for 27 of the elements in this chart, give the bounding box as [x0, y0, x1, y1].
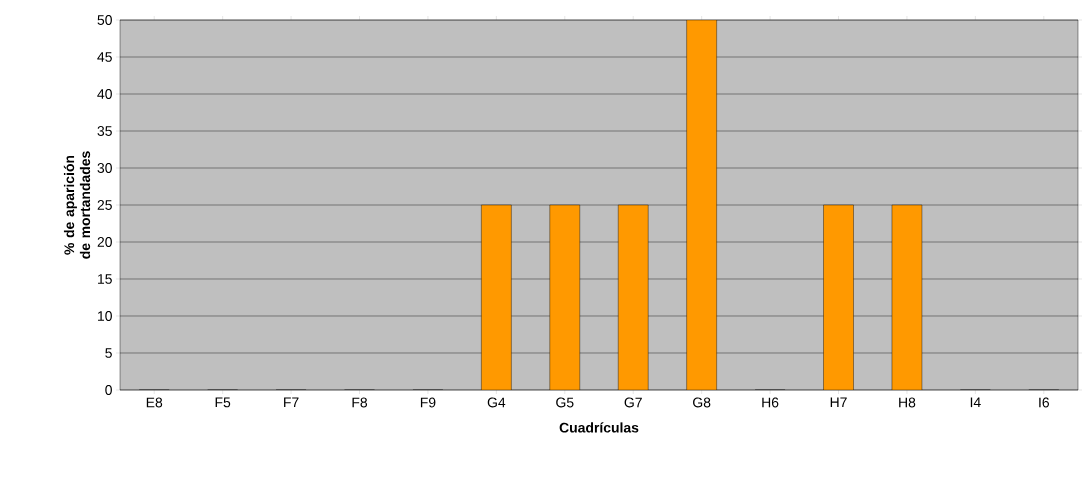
x-tick-label: E8 [146, 397, 163, 408]
x-tick-label: H6 [762, 397, 779, 408]
x-tick-label: F9 [420, 397, 436, 408]
x-tick-label: F5 [215, 397, 231, 408]
y-tick-label: 25 [97, 200, 112, 210]
y-tick-label: 20 [97, 237, 112, 247]
x-tick-label: G8 [693, 397, 711, 408]
x-tick-label: G4 [487, 397, 506, 408]
y-tick-label: 5 [105, 348, 112, 358]
y-tick-label: 10 [98, 311, 112, 321]
x-tick-label: I6 [1039, 397, 1049, 408]
x-tick-label: F8 [352, 397, 368, 408]
y-tick-label: 40 [97, 89, 112, 99]
x-tick-label: I4 [970, 397, 981, 408]
y-tick-label: 45 [97, 52, 112, 62]
y-tick-label: 30 [97, 163, 112, 173]
x-axis-title: Cuadrículas [559, 422, 639, 433]
y-tick-label: 0 [105, 385, 112, 395]
x-tick-label: G5 [556, 397, 574, 408]
x-tick-label: F7 [284, 397, 299, 408]
x-tick-label: H8 [899, 397, 916, 408]
y-tick-label: 35 [97, 126, 112, 136]
y-tick-label: 15 [98, 274, 112, 284]
y-tick-label: 50 [97, 15, 112, 25]
y-axis-title: % de aparición de mortandades [63, 151, 91, 259]
x-tick-label: G7 [624, 397, 642, 408]
x-tick-label: H7 [830, 397, 847, 408]
